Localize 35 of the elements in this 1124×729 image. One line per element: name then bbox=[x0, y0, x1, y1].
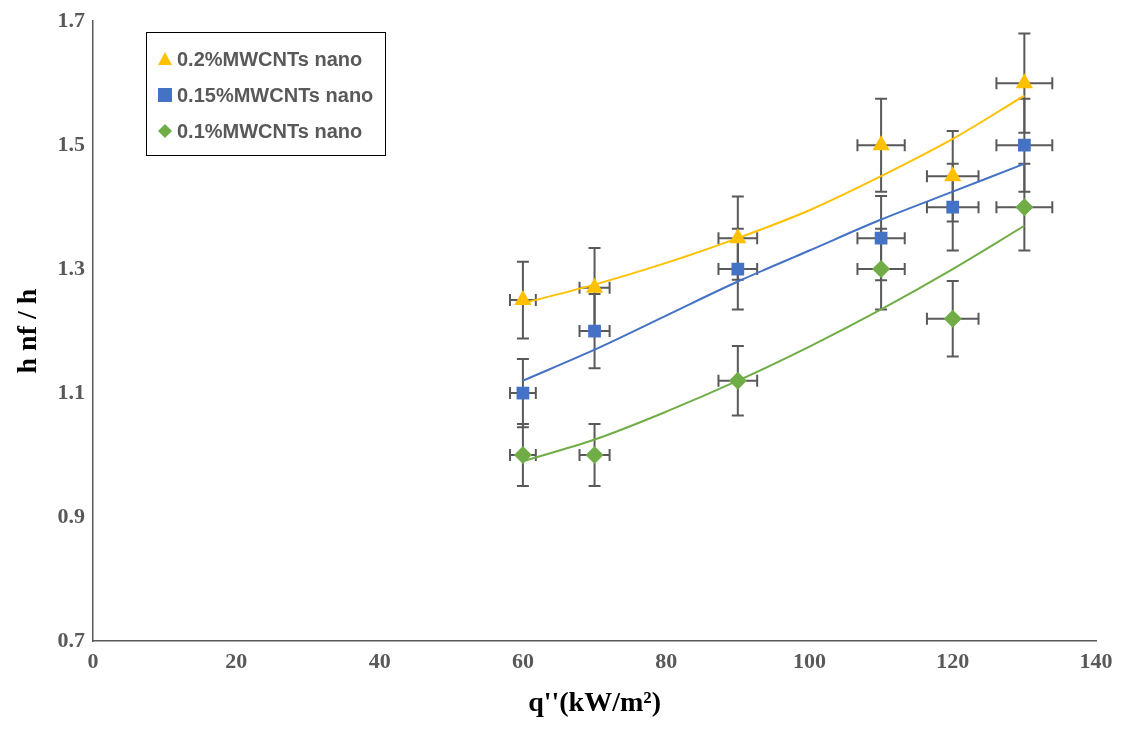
y-axis-title: h nf / h bbox=[11, 288, 43, 374]
x-tick-label: 0 bbox=[87, 647, 99, 673]
y-tick-label: 0.7 bbox=[57, 626, 86, 652]
point bbox=[1018, 138, 1031, 152]
point bbox=[872, 135, 890, 151]
legend-label: 0.1%MWCNTs nano bbox=[177, 119, 363, 143]
legend-label: 0.15%MWCNTs nano bbox=[177, 83, 374, 107]
x-tick-label: 20 bbox=[225, 647, 248, 673]
point bbox=[943, 309, 962, 328]
x-tick-label: 100 bbox=[792, 647, 826, 673]
y-tick-label: 1.1 bbox=[57, 378, 86, 404]
point bbox=[1015, 198, 1034, 217]
point bbox=[513, 446, 532, 465]
point bbox=[588, 324, 601, 338]
point bbox=[585, 446, 604, 465]
legend-label: 0.2%MWCNTs nano bbox=[177, 47, 363, 71]
y-tick-label: 1.3 bbox=[57, 254, 86, 280]
y-tick-label: 1.7 bbox=[57, 6, 86, 32]
y-tick-label: 0.9 bbox=[57, 502, 86, 528]
x-tick-label: 140 bbox=[1079, 647, 1113, 673]
point bbox=[1015, 73, 1034, 89]
point bbox=[944, 166, 962, 182]
point bbox=[872, 260, 891, 279]
line-series bbox=[521, 162, 1026, 382]
point bbox=[514, 290, 532, 306]
x-tick-label: 120 bbox=[936, 647, 970, 673]
point bbox=[728, 371, 747, 390]
y-tick-label: 1.5 bbox=[57, 130, 86, 156]
x-axis-title: q''(kW/m²) bbox=[528, 686, 661, 718]
x-tick-label: 40 bbox=[368, 647, 391, 673]
point bbox=[729, 228, 747, 244]
point bbox=[731, 262, 745, 276]
point bbox=[946, 200, 960, 214]
x-tick-label: 60 bbox=[511, 647, 534, 673]
x-tick-label: 80 bbox=[655, 647, 678, 673]
